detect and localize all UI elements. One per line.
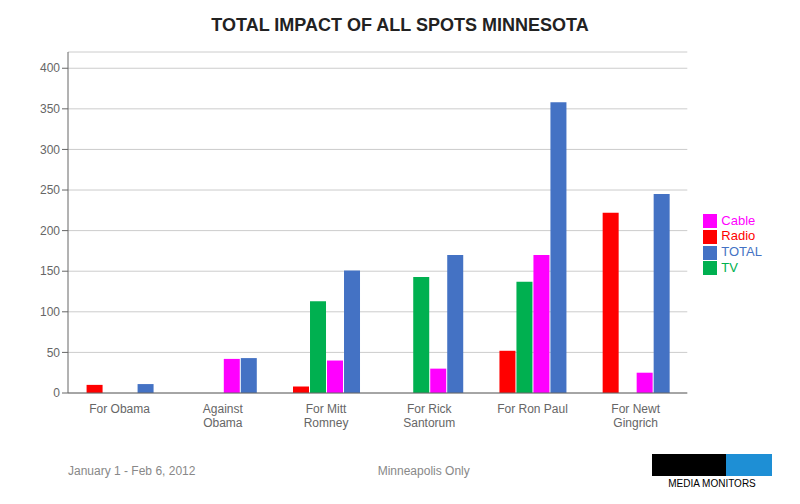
svg-text:150: 150 [40,264,60,278]
html-text:Minneapolis Only: Minneapolis Only [377,464,470,478]
html-text:Radio: Radio [721,228,756,244]
svg-text:100: 100 [40,305,60,319]
svg-text:200: 200 [40,224,60,238]
svg-text:250: 250 [40,183,60,197]
html-text:TV: TV [721,259,738,275]
svg-text:For MittRomney: For MittRomney [304,402,349,430]
svg-text:For NewtGingrich: For NewtGingrich [611,402,660,430]
svg-text:0: 0 [53,386,60,400]
html-text:January 1 - Feb 6, 2012: January 1 - Feb 6, 2012 [68,464,196,478]
svg-text:For Obama: For Obama [89,402,150,416]
svg-text:400: 400 [40,61,60,75]
html-text:Cable: Cable [721,212,756,228]
svg-text:For RickSantorum: For RickSantorum [403,402,455,430]
svg-text:50: 50 [47,346,61,360]
svg-text:AgainstObama: AgainstObama [203,402,244,430]
html-text:MEDIA MONITORS: MEDIA MONITORS [668,477,756,489]
html-text:TOTAL: TOTAL [721,244,762,259]
svg-text:300: 300 [40,143,60,157]
html-text:TOTAL IMPACT OF ALL SPOTS MINN: TOTAL IMPACT OF ALL SPOTS MINNESOTA [211,15,589,35]
svg-text:For Ron Paul: For Ron Paul [497,402,568,416]
svg-text:350: 350 [40,102,60,116]
